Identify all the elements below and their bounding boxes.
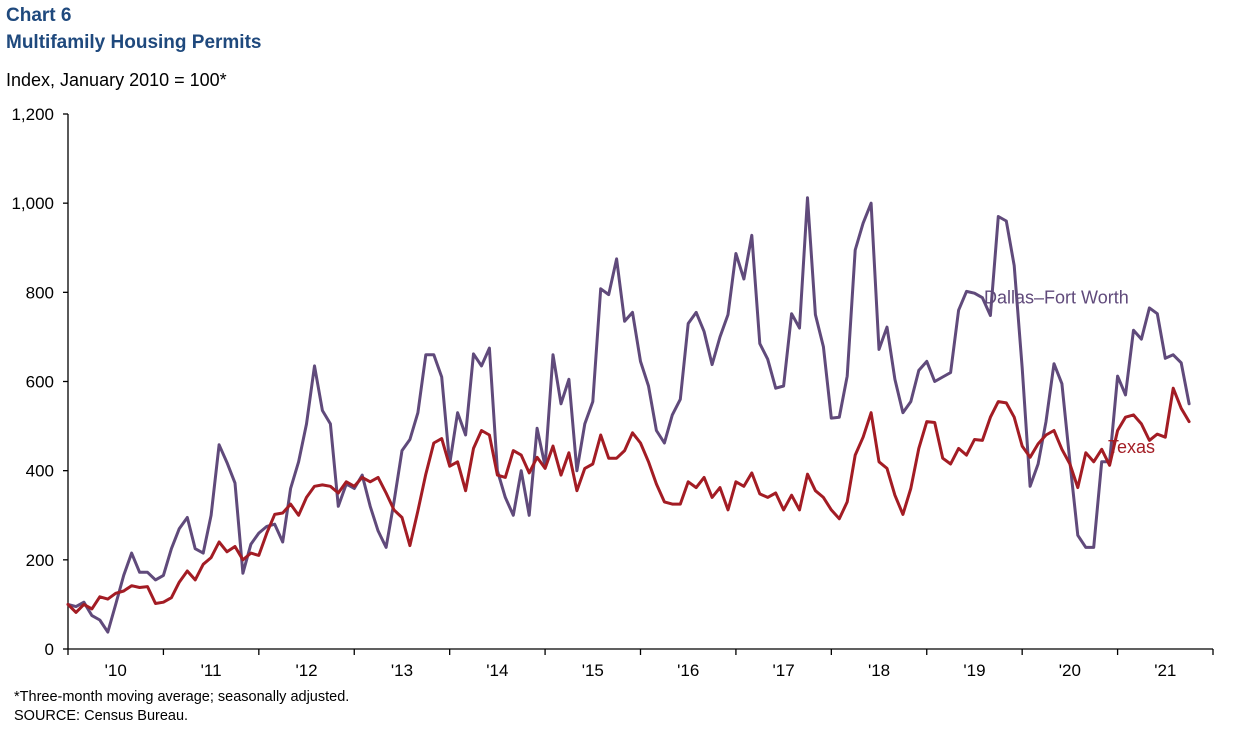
y-tick-label: 0 (45, 640, 54, 659)
chart-number: Chart 6 (6, 5, 72, 26)
y-tick-label: 200 (26, 551, 54, 570)
chart-subtitle: Index, January 2010 = 100* (6, 70, 227, 90)
y-tick-label: 1,000 (11, 194, 54, 213)
series-label-texas: Texas (1108, 437, 1155, 457)
x-tick-label: '11 (201, 661, 222, 680)
footnote: *Three-month moving average; seasonally … (14, 689, 350, 705)
series-lines (66, 196, 1191, 634)
y-axis-ticks: 0 200 400 600 800 1,000 1,200 (11, 105, 68, 659)
x-tick-label: '14 (486, 661, 508, 680)
y-tick-label: 600 (26, 373, 54, 392)
series-line-dallas-fort-worth (66, 196, 1191, 634)
y-tick-label: 400 (26, 462, 54, 481)
x-tick-label: '20 (1059, 661, 1081, 680)
source-note: SOURCE: Census Bureau. (14, 708, 189, 724)
x-tick-label: '10 (105, 661, 127, 680)
x-axis-ticks: '10 '11 '12 '13 '14 '15 '16 '17 '18 '19 '20 '21 (67, 649, 1214, 680)
axes (67, 114, 1213, 650)
series-label-dallas-fort-worth: Dallas–Fort Worth (984, 287, 1129, 307)
x-tick-label: '21 (1154, 661, 1176, 680)
series-line-texas (66, 386, 1191, 614)
series-labels: Dallas–Fort Worth Texas (984, 287, 1155, 456)
x-tick-label: '17 (773, 661, 795, 680)
x-tick-label: '18 (868, 661, 890, 680)
chart-title: Multifamily Housing Permits (6, 32, 262, 53)
x-tick-label: '19 (963, 661, 985, 680)
x-tick-label: '12 (295, 661, 317, 680)
y-tick-label: 800 (26, 283, 54, 302)
y-tick-label: 1,200 (11, 105, 54, 124)
x-tick-label: '16 (677, 661, 699, 680)
x-tick-label: '15 (582, 661, 604, 680)
x-tick-label: '13 (391, 661, 413, 680)
